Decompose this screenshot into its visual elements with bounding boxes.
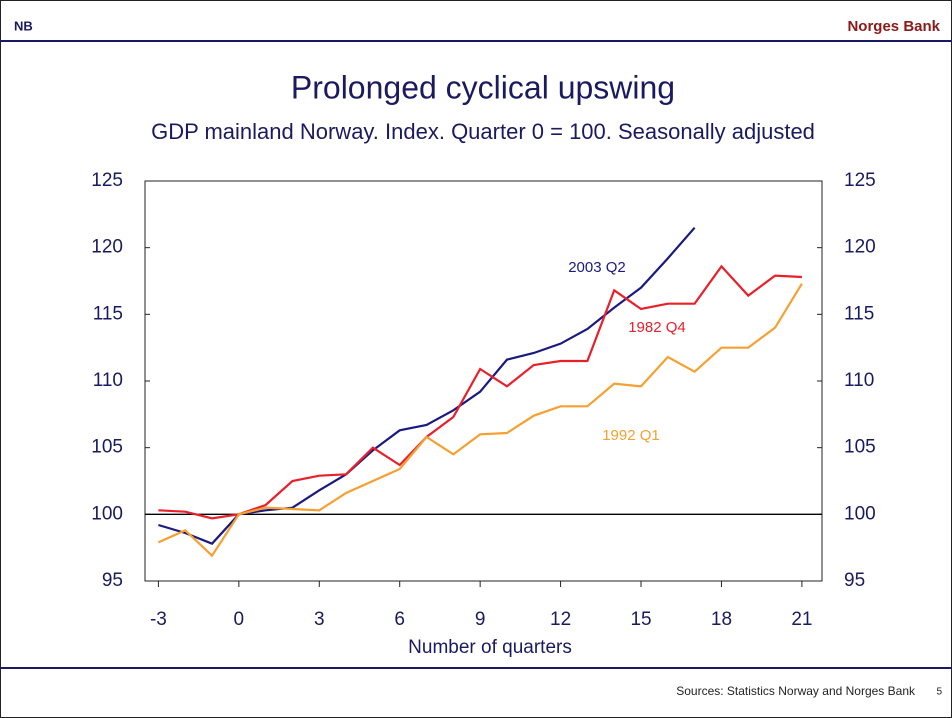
x-tick-label: 6 xyxy=(394,609,405,630)
y-tick-label: 110 xyxy=(93,370,123,391)
x-tick-label: 0 xyxy=(234,609,245,630)
x-tick-label: 18 xyxy=(711,609,732,630)
y2-tick-label: 125 xyxy=(844,170,876,191)
x-tick-label: 15 xyxy=(630,609,651,630)
source: Sources: Statistics Norway and Norges Ba… xyxy=(676,684,916,698)
logo: NB xyxy=(14,18,33,33)
series-label: 1982 Q4 xyxy=(628,319,686,336)
y2-tick-label: 115 xyxy=(844,303,874,324)
y2-tick-label: 100 xyxy=(844,503,876,524)
series-label: 2003 Q2 xyxy=(568,259,626,276)
y2-tick-label: 120 xyxy=(844,237,876,258)
y2-tick-label: 105 xyxy=(844,437,876,458)
x-tick-label: 9 xyxy=(475,609,486,630)
x-tick-label: 12 xyxy=(550,609,571,630)
page-number: 5 xyxy=(936,687,942,698)
chart-subtitle: GDP mainland Norway. Index. Quarter 0 = … xyxy=(151,119,815,144)
bank-name: Norges Bank xyxy=(847,18,940,35)
y2-tick-label: 95 xyxy=(844,570,865,591)
x-tick-label: 21 xyxy=(791,609,812,630)
y2-tick-label: 110 xyxy=(844,370,874,391)
y-tick-label: 100 xyxy=(91,503,123,524)
series-label: 1992 Q1 xyxy=(602,427,660,444)
x-tick-label: -3 xyxy=(150,609,167,630)
y-tick-label: 125 xyxy=(91,170,123,191)
chart-title: Prolonged cyclical upswing xyxy=(291,69,675,105)
x-tick-label: 3 xyxy=(314,609,325,630)
y-tick-label: 95 xyxy=(102,570,123,591)
y-tick-label: 105 xyxy=(91,437,123,458)
series-line xyxy=(157,283,803,558)
y-tick-label: 115 xyxy=(93,303,123,324)
series-line xyxy=(158,264,802,520)
y-tick-label: 120 xyxy=(91,237,123,258)
x-axis-title: Number of quarters xyxy=(408,637,572,658)
